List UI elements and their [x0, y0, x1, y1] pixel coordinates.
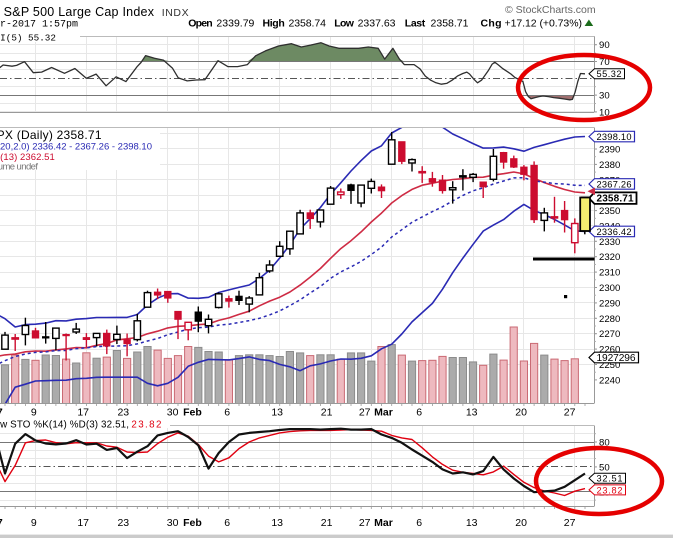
svg-text:27: 27: [359, 517, 371, 529]
svg-text:Low: Low: [334, 17, 355, 29]
svg-text:17: 17: [77, 517, 89, 529]
svg-text:2017: 2017: [0, 517, 3, 529]
svg-text:$SPX (Daily) 2358.71: $SPX (Daily) 2358.71: [0, 128, 102, 142]
svg-text:Mar: Mar: [374, 517, 393, 529]
svg-text:2358.71: 2358.71: [597, 194, 634, 205]
svg-text:Feb: Feb: [183, 407, 202, 419]
svg-text:RSI(5) 55.32: RSI(5) 55.32: [0, 33, 56, 44]
svg-text:9: 9: [31, 517, 37, 529]
svg-text:Mar: Mar: [374, 407, 393, 419]
svg-text:+17.12 (+0.73%): +17.12 (+0.73%): [505, 17, 583, 29]
svg-text:MA(13) 2362.51: MA(13) 2362.51: [0, 152, 55, 163]
svg-text:2367.26: 2367.26: [597, 179, 632, 189]
svg-text:20: 20: [515, 407, 527, 419]
svg-text:© StockCharts.com: © StockCharts.com: [505, 4, 596, 16]
svg-text:2270: 2270: [599, 329, 620, 340]
svg-text:2350: 2350: [599, 206, 620, 217]
svg-text:27: 27: [359, 407, 371, 419]
svg-text:2337.63: 2337.63: [358, 17, 396, 29]
svg-text:27: 27: [564, 407, 576, 419]
svg-text:80: 80: [599, 438, 610, 449]
svg-text:32.51: 32.51: [597, 474, 623, 484]
svg-text:23.82: 23.82: [131, 419, 161, 430]
svg-text:20: 20: [515, 517, 527, 529]
svg-text:6: 6: [224, 517, 230, 529]
svg-text:2280: 2280: [599, 314, 620, 325]
svg-text:30: 30: [599, 91, 610, 102]
svg-text:13: 13: [271, 517, 283, 529]
svg-text:23: 23: [117, 407, 129, 419]
svg-text:50: 50: [599, 462, 610, 473]
svg-text:Open: Open: [188, 17, 213, 29]
svg-text:BB(20,2.0) 2336.42 - 2367.26 -: BB(20,2.0) 2336.42 - 2367.26 - 2398.10: [0, 142, 152, 153]
svg-text:2380: 2380: [599, 160, 620, 171]
svg-text:2260: 2260: [599, 345, 620, 356]
svg-text:2390: 2390: [599, 145, 620, 156]
svg-text:Chg: Chg: [481, 17, 502, 29]
svg-text:23.82: 23.82: [597, 485, 623, 495]
svg-text:13: 13: [466, 407, 478, 419]
svg-text:6: 6: [416, 407, 422, 419]
svg-text:2320: 2320: [599, 252, 620, 263]
svg-text:1927296: 1927296: [597, 353, 636, 364]
svg-text:Feb: Feb: [183, 517, 202, 529]
svg-text:High: High: [263, 17, 285, 29]
svg-text:13: 13: [466, 517, 478, 529]
svg-text:17: 17: [77, 407, 89, 419]
svg-text:$SPX S&P 500 Large Cap Index: $SPX S&P 500 Large Cap Index: [0, 5, 155, 19]
svg-text:23: 23: [117, 517, 129, 529]
svg-text:30: 30: [167, 517, 179, 529]
svg-text:21: 21: [321, 517, 333, 529]
svg-text:13: 13: [271, 407, 283, 419]
svg-text:2358.71: 2358.71: [431, 17, 469, 29]
svg-text:9: 9: [31, 407, 37, 419]
svg-text:2290: 2290: [599, 298, 620, 309]
svg-text:30: 30: [167, 407, 179, 419]
svg-text:21: 21: [321, 407, 333, 419]
svg-text:Volume undef: Volume undef: [0, 161, 38, 172]
svg-text:2398.10: 2398.10: [597, 132, 632, 142]
svg-text:2250: 2250: [599, 360, 620, 371]
svg-text:Slow STO %K(14) %D(3) 32.51,: Slow STO %K(14) %D(3) 32.51,: [0, 419, 129, 430]
svg-text:55.32: 55.32: [597, 69, 622, 79]
svg-text:27: 27: [564, 517, 576, 529]
svg-text:2017: 2017: [0, 407, 3, 419]
svg-text:10: 10: [599, 107, 610, 118]
svg-text:6: 6: [224, 407, 230, 419]
svg-text:2300: 2300: [599, 283, 620, 294]
svg-text:28-Mar-2017 1:57pm: 28-Mar-2017 1:57pm: [0, 19, 78, 30]
svg-text:2358.74: 2358.74: [289, 17, 327, 29]
svg-text:Last: Last: [405, 17, 426, 29]
svg-text:2310: 2310: [599, 268, 620, 279]
svg-text:2336.42: 2336.42: [597, 227, 632, 237]
svg-text:70: 70: [599, 57, 610, 68]
svg-text:2240: 2240: [599, 375, 620, 386]
svg-text:6: 6: [416, 517, 422, 529]
svg-text:INDX: INDX: [162, 7, 190, 19]
svg-text:2330: 2330: [599, 237, 620, 248]
svg-text:2339.79: 2339.79: [216, 17, 254, 29]
svg-text:90: 90: [599, 40, 610, 51]
